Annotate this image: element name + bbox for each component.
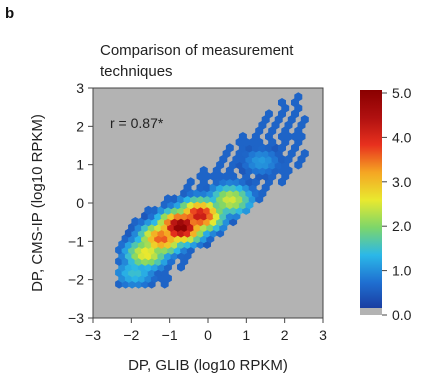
- y-tick-label: 3: [76, 80, 84, 96]
- density-hex: [238, 132, 247, 142]
- y-tick-label: −3: [68, 310, 84, 326]
- density-hex: [225, 143, 234, 153]
- colorbar: [360, 90, 382, 310]
- y-tick-label: 0: [76, 195, 84, 211]
- density-hex: [150, 205, 159, 215]
- density-hex: [300, 115, 309, 125]
- density-hex: [164, 194, 172, 204]
- y-tick-label: 1: [76, 157, 84, 173]
- density-hex: [300, 149, 309, 159]
- colorbar-tick-label: 3.0: [392, 174, 412, 190]
- colorbar-tick-label: 2.0: [392, 218, 412, 234]
- x-tick-label: 3: [319, 327, 327, 343]
- density-hex-layer: [115, 92, 309, 289]
- colorbar-tick-label: 1.0: [392, 263, 412, 279]
- colorbar-tick-label: 5.0: [392, 85, 412, 101]
- colorbar-tick-label: 4.0: [392, 129, 412, 145]
- y-axis-label: DP, CMS-IP (log10 RPKM): [29, 114, 46, 292]
- colorbar-zero-swatch: [360, 308, 382, 315]
- density-hex: [131, 217, 140, 227]
- density-hex: [199, 166, 208, 176]
- x-axis-ticks: −3 −2 −1 0 1 2 3: [85, 318, 327, 343]
- density-hex: [144, 205, 153, 215]
- density-hex: [186, 177, 195, 187]
- density-hex: [265, 109, 273, 119]
- y-tick-label: −1: [68, 233, 84, 249]
- y-tick-label: 2: [76, 118, 84, 134]
- density-hex: [278, 98, 286, 108]
- panel-letter: b: [5, 5, 14, 22]
- density-hex: [294, 92, 303, 102]
- x-tick-label: 2: [281, 327, 289, 343]
- x-tick-label: −2: [123, 327, 139, 343]
- density-hex: [170, 194, 179, 204]
- chart-title-line-1: Comparison of measurement: [100, 42, 294, 59]
- y-axis-ticks: 3 2 1 0 −1 −2 −3: [68, 80, 93, 326]
- colorbar-tick-label: 0.0: [392, 307, 412, 323]
- x-tick-label: −3: [85, 327, 101, 343]
- chart-title-line-2: techniques: [100, 63, 173, 80]
- x-axis-label: DP, GLIB (log10 RPKM): [128, 357, 288, 374]
- x-tick-label: 1: [242, 327, 250, 343]
- correlation-annotation: r = 0.87*: [110, 115, 164, 131]
- x-tick-label: −1: [162, 327, 178, 343]
- y-tick-label: −2: [68, 272, 84, 288]
- chart-title: Comparison of measurement techniques: [100, 42, 294, 80]
- x-tick-label: 0: [204, 327, 212, 343]
- colorbar-ticks: 5.0 4.0 3.0 2.0 1.0 0.0: [382, 85, 412, 323]
